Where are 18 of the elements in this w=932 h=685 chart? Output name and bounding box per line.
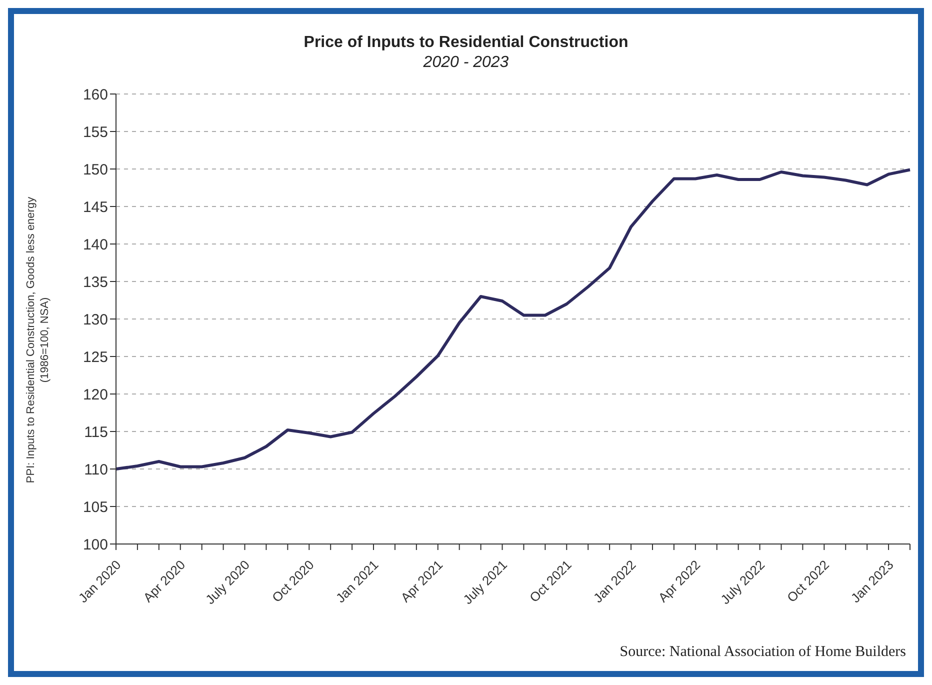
y-tick-label: 100	[82, 536, 108, 554]
y-tick-label: 105	[82, 498, 108, 516]
line-series	[114, 168, 912, 470]
y-tick-label: 150	[82, 161, 108, 178]
y-axis-title: PPI: Inputs to Residential Construction, Goods less energy (1986=100, NSA)	[25, 196, 51, 484]
y-tick-label: 110	[84, 461, 108, 478]
y-tick-label: 140	[82, 236, 108, 254]
source-note: Source: National Association of Home Builders	[620, 644, 906, 661]
y-tick-label: 130	[82, 311, 108, 328]
chart-subtitle: 2020 - 2023	[422, 54, 510, 72]
y-tick-label: 155	[82, 124, 108, 141]
y-tick-label: 115	[84, 424, 108, 441]
y-tick-label: 160	[82, 86, 108, 104]
chart-title: Price of Inputs to Residential Construction	[302, 34, 630, 52]
y-tick-label: 125	[82, 348, 108, 366]
y-tick-label: 135	[82, 274, 108, 291]
y-tick-label: 145	[82, 198, 108, 216]
y-tick-label: 120	[82, 386, 108, 404]
